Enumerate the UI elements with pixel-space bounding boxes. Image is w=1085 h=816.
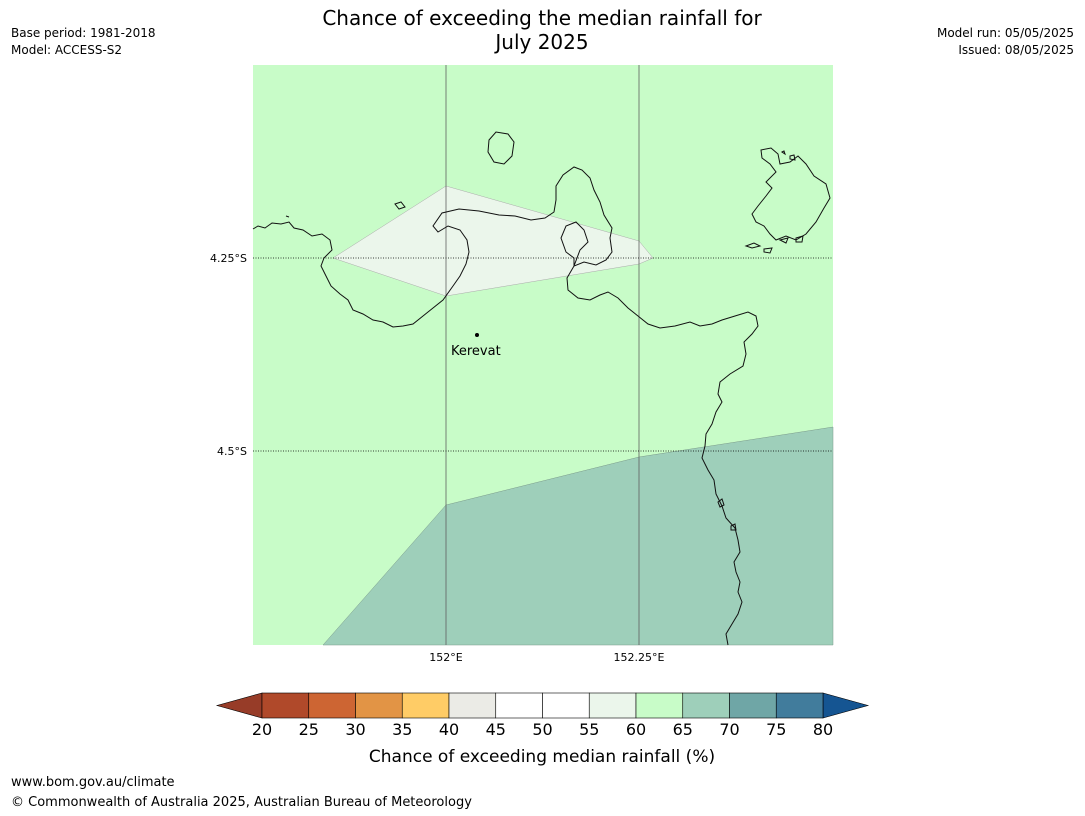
footer-url: www.bom.gov.au/climate [11,775,175,790]
colorbar-tick-label: 70 [719,720,739,739]
colorbar-segment [448,692,497,719]
title-line-1: Chance of exceeding the median rainfall … [322,6,762,30]
colorbar-tick-label: 65 [673,720,693,739]
colorbar-label: Chance of exceeding median rainfall (%) [369,747,715,767]
islands-east [751,147,831,241]
coastline [252,131,831,646]
island-small-west [394,201,406,210]
islet-west [285,215,290,218]
place-label-kerevat: Kerevat [451,344,501,359]
colorbar-under-arrow [215,692,263,719]
lon-label-152-25: 152.25°E [614,651,665,664]
map-panel: Kerevat 4.25°S 4.5°S 152°E 152.25°E [210,65,834,664]
colorbar-segment [775,692,824,719]
footer-copyright: © Commonwealth of Australia 2025, Austra… [11,795,472,810]
islet-east-2 [763,247,773,254]
islet-east-1 [744,242,762,249]
islet-east-5 [781,150,786,156]
base-period: Base period: 1981-2018 [11,26,156,40]
colorbar-tick-label: 30 [345,720,365,739]
colorbar-tick-label: 50 [532,720,552,739]
colorbar-segment [355,692,403,719]
islet-coast-1 [717,498,725,508]
colorbar-tick-label: 40 [439,720,459,739]
lat-label-4-25: 4.25°S [210,252,247,265]
colorbar-segment [635,692,684,719]
lon-label-152: 152°E [429,651,462,664]
meta-left: Base period: 1981-2018 Model: ACCESS-S2 [11,25,156,59]
islet-east-6 [789,154,796,161]
colorbar-segment [542,692,590,719]
coastline-main [252,166,759,646]
colorbar-tick-label: 55 [579,720,599,739]
islet-east-3 [778,237,789,244]
colorbar-segment [261,692,310,719]
island-north [487,131,515,165]
meta-right: Model run: 05/05/2025 Issued: 08/05/2025 [937,25,1074,59]
colorbar-over-arrow [822,692,870,719]
region-65-70 [322,426,834,646]
colorbar-segment [308,692,356,719]
colorbar-tick-label: 20 [252,720,272,739]
colorbar-tick-label: 45 [486,720,506,739]
colorbar-tick-label: 80 [813,720,833,739]
colorbar-segment [729,692,777,719]
model-run: Model run: 05/05/2025 [936,26,1074,40]
place-marker-kerevat [475,333,479,337]
colorbar-tick-label: 25 [299,720,319,739]
colorbar-segment [588,692,637,719]
colorbar-segment [682,692,730,719]
issued-date: Issued: 08/05/2025 [958,43,1074,57]
colorbar-segment [401,692,450,719]
colorbar-tick-label: 60 [626,720,646,739]
colorbar-tick-label: 35 [392,720,412,739]
title-line-2: July 2025 [495,30,589,54]
colorbar-segment [495,692,543,719]
colorbar-segments [215,692,870,719]
islet-east-4 [795,235,804,243]
map-title: Chance of exceeding the median rainfall … [242,6,842,54]
model-name: Model: ACCESS-S2 [11,43,123,57]
islet-coast-2 [730,523,737,531]
lat-label-4-5: 4.5°S [217,445,247,458]
coastline-river-inlet [560,221,589,267]
colorbar-ticks: 20 25 30 35 40 45 50 55 60 65 70 75 80 [252,720,833,739]
colorbar: 20 25 30 35 40 45 50 55 60 65 70 75 80 Chance of exc… [215,692,870,767]
colorbar-tick-label: 75 [766,720,786,739]
